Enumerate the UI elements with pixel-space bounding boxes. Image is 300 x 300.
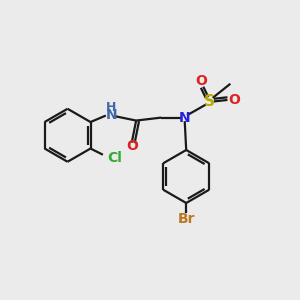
Text: H: H [106,101,116,114]
Text: S: S [204,94,215,109]
Text: O: O [228,93,240,107]
Text: O: O [195,74,207,88]
Text: Cl: Cl [108,151,122,165]
Text: N: N [179,111,190,124]
Text: N: N [105,108,117,122]
Text: Br: Br [177,212,195,226]
Text: O: O [126,139,138,153]
